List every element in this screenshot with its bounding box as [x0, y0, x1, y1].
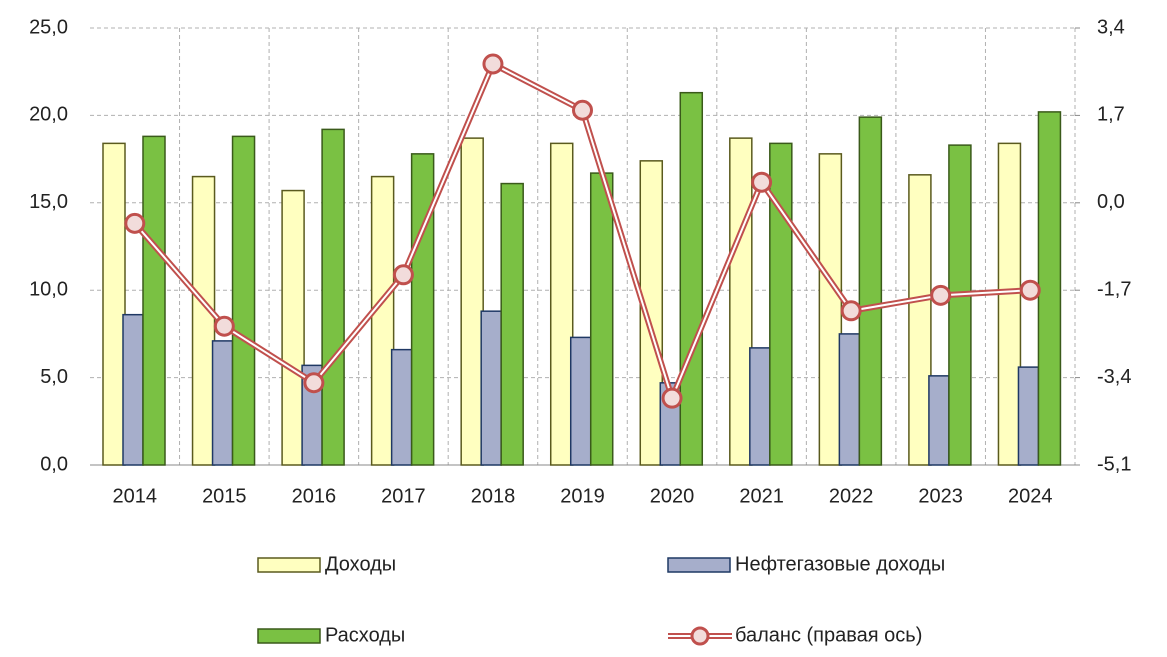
y2-tick-label: -1,7: [1097, 278, 1131, 300]
balance-point: [930, 284, 952, 306]
bar: [928, 375, 950, 466]
bar: [281, 189, 305, 466]
bar: [589, 172, 614, 466]
bar: [908, 174, 932, 466]
bar: [211, 340, 234, 466]
bar: [390, 348, 413, 466]
bar: [1037, 111, 1062, 466]
y-tick-label: 20,0: [29, 104, 68, 126]
y-tick-label: 25,0: [29, 16, 68, 38]
x-tick-label: 2018: [471, 485, 516, 507]
bar: [769, 142, 793, 466]
bar: [729, 137, 753, 466]
balance-point: [303, 372, 325, 394]
bar: [838, 333, 861, 466]
bar: [460, 137, 484, 466]
legend-swatch: [667, 557, 731, 573]
y2-tick-label: 0,0: [1097, 191, 1125, 213]
bar: [858, 116, 883, 466]
y2-tick-label: -3,4: [1097, 366, 1131, 388]
y-tick-label: 0,0: [40, 453, 68, 475]
y2-tick-label: -5,1: [1097, 453, 1131, 475]
x-tick-label: 2015: [202, 485, 247, 507]
balance-point: [482, 53, 504, 75]
x-tick-label: 2021: [739, 485, 784, 507]
bar: [997, 142, 1022, 466]
legend-label: Расходы: [325, 624, 405, 646]
y2-tick-label: 3,4: [1097, 16, 1125, 38]
legend-marker: [690, 626, 710, 646]
bar: [500, 182, 524, 466]
bar: [569, 336, 592, 466]
legend-swatch: [257, 628, 321, 644]
bar: [1017, 366, 1040, 466]
balance-point: [213, 315, 235, 337]
x-tick-label: 2016: [292, 485, 337, 507]
bar: [948, 144, 972, 466]
balance-point: [751, 171, 773, 193]
bar: [639, 160, 664, 466]
y-tick-label: 5,0: [40, 366, 68, 388]
legend-label: баланс (правая ось): [735, 624, 922, 646]
x-tick-label: 2014: [113, 485, 158, 507]
bar: [410, 153, 435, 466]
balance-point: [1019, 279, 1041, 301]
bar: [122, 313, 144, 466]
balance-point: [392, 264, 414, 286]
x-tick-label: 2017: [381, 485, 426, 507]
bar: [370, 175, 395, 466]
balance-point: [572, 99, 593, 121]
balance-point: [124, 212, 146, 234]
bar: [142, 135, 166, 466]
bar: [102, 142, 126, 466]
bar: [818, 153, 843, 466]
x-tick-label: 2019: [560, 485, 605, 507]
x-tick-label: 2024: [1008, 485, 1053, 507]
x-tick-label: 2022: [829, 485, 874, 507]
bar: [480, 310, 502, 466]
bar: [191, 175, 216, 466]
x-tick-label: 2020: [650, 485, 695, 507]
bar: [679, 91, 704, 466]
y2-tick-label: 1,7: [1097, 104, 1125, 126]
bar: [321, 128, 345, 466]
bar: [549, 142, 574, 466]
x-tick-label: 2023: [918, 485, 963, 507]
balance-point: [840, 300, 862, 322]
bar: [749, 347, 771, 466]
y-tick-label: 15,0: [29, 191, 68, 213]
legend-label: Нефтегазовые доходы: [735, 553, 945, 575]
y-tick-label: 10,0: [29, 278, 68, 300]
legend-label: Доходы: [325, 553, 396, 575]
legend-swatch: [257, 557, 321, 573]
balance-point: [661, 387, 683, 409]
bar: [231, 135, 256, 466]
